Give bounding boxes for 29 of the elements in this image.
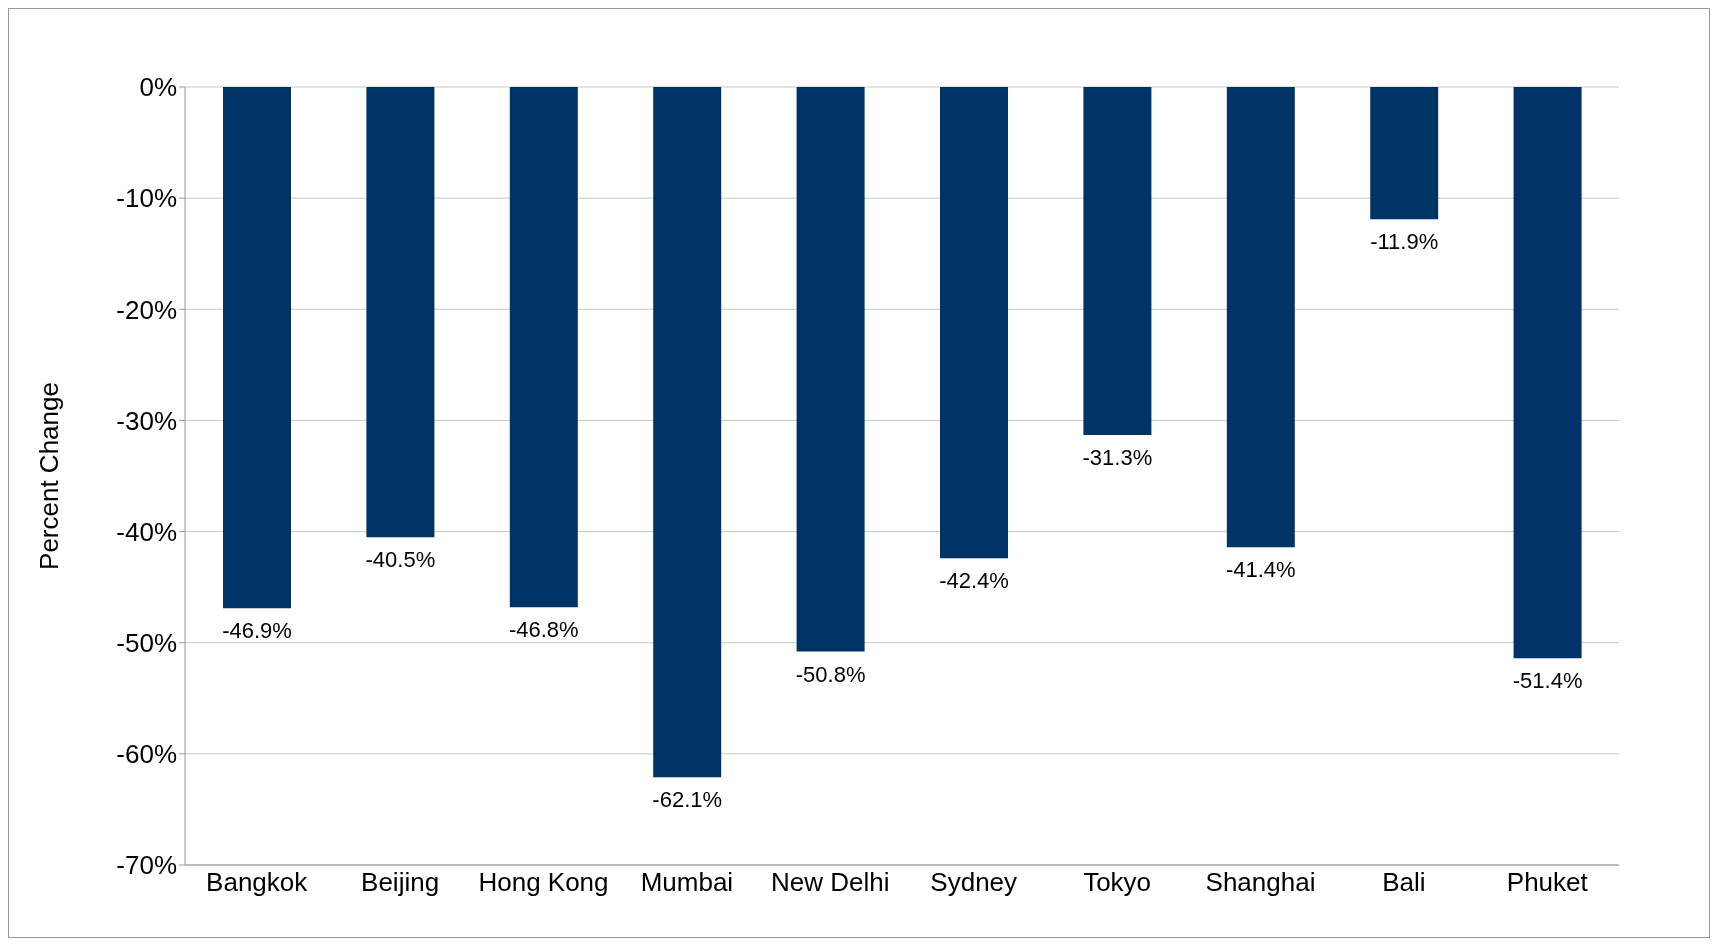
data-label: -46.8% xyxy=(508,617,579,643)
data-label: -51.4% xyxy=(1512,668,1583,694)
y-tick-label: -20% xyxy=(116,294,177,325)
y-tick-label: -70% xyxy=(116,850,177,881)
y-tick-label: -10% xyxy=(116,183,177,214)
data-label: -42.4% xyxy=(939,568,1009,594)
y-tick-label: -30% xyxy=(116,405,177,436)
data-label: -62.1% xyxy=(652,787,723,813)
x-tick-label: Bali xyxy=(1382,867,1426,898)
data-label: -50.8% xyxy=(795,661,866,687)
x-tick-label: Shanghai xyxy=(1205,867,1316,898)
y-axis-title: Percent Change xyxy=(34,382,65,570)
y-tick-label: -60% xyxy=(116,739,177,770)
x-tick-label: Sydney xyxy=(930,867,1018,898)
y-tick-label: -40% xyxy=(116,516,177,547)
x-tick-label: Phuket xyxy=(1506,867,1589,898)
x-tick-label: Beijing xyxy=(361,867,440,898)
x-tick-label: Mumbai xyxy=(640,867,734,898)
x-tick-label: Bangkok xyxy=(206,867,309,898)
data-label: -31.3% xyxy=(1082,444,1153,470)
x-tick-label: Hong Kong xyxy=(478,867,609,898)
data-label: -46.9% xyxy=(222,618,292,644)
data-label: -40.5% xyxy=(365,547,436,573)
x-tick-label: Tokyo xyxy=(1083,867,1152,898)
data-label: -41.4% xyxy=(1225,557,1296,583)
y-tick-label: -50% xyxy=(116,627,177,658)
x-tick-label: New Delhi xyxy=(771,867,890,898)
y-tick-label: 0% xyxy=(139,72,177,103)
data-label: -11.9% xyxy=(1370,229,1439,255)
